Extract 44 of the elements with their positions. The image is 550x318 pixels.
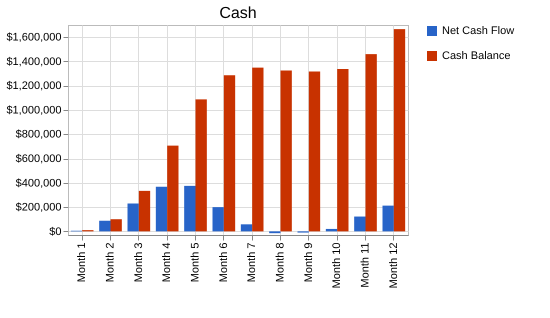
bar <box>366 54 377 232</box>
chart-title: Cash <box>219 5 257 22</box>
legend-label: Net Cash Flow <box>442 25 514 37</box>
x-tick-label: Month 9 <box>302 242 315 282</box>
x-tick-label: Month 4 <box>161 242 174 282</box>
bar <box>382 206 394 232</box>
x-tick-label: Month 1 <box>76 242 88 282</box>
x-tick-label: Month 11 <box>360 242 372 288</box>
y-tick-label: $1,000,000 <box>6 104 62 116</box>
bar <box>240 224 252 232</box>
bar <box>280 70 292 232</box>
y-tick-label: $200,000 <box>16 202 62 214</box>
x-tick-label: Month 5 <box>190 242 202 282</box>
bar <box>128 203 139 232</box>
bar <box>110 219 122 232</box>
y-tick-label: $800,000 <box>16 128 62 141</box>
bar <box>212 207 224 232</box>
y-tick-label: $1,600,000 <box>6 32 62 44</box>
x-tick-label: Month 3 <box>132 242 145 282</box>
bar <box>156 186 168 232</box>
y-tick-label: $1,200,000 <box>6 80 62 92</box>
legend-label: Cash Balance <box>442 50 510 62</box>
bar <box>167 146 178 232</box>
x-tick-label: Month 7 <box>246 242 258 282</box>
x-tick-label: Month 10 <box>331 242 344 288</box>
x-tick-label: Month 6 <box>218 242 230 282</box>
y-tick-label: $400,000 <box>16 177 62 190</box>
y-tick-label: $0 <box>49 226 62 238</box>
x-tick-label: Month 2 <box>104 242 116 282</box>
bar <box>224 75 236 232</box>
x-tick-label: Month 12 <box>388 242 400 288</box>
bar <box>252 68 264 232</box>
y-tick-label: $600,000 <box>16 153 62 166</box>
bar <box>99 220 110 232</box>
bar <box>337 68 348 232</box>
bar <box>138 190 150 232</box>
bar <box>184 186 196 232</box>
y-tick-label: $1,400,000 <box>6 56 62 68</box>
bar <box>308 71 320 232</box>
x-tick-label: Month 8 <box>274 242 286 282</box>
bar <box>196 99 207 232</box>
bar <box>394 29 406 232</box>
bar <box>354 216 366 232</box>
bar <box>326 228 338 232</box>
